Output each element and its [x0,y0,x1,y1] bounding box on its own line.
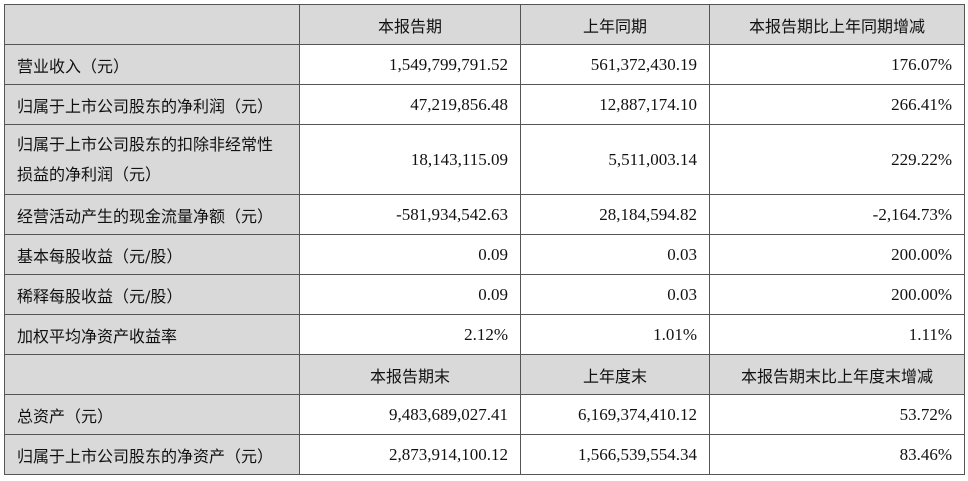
column-header: 本报告期末 [299,354,521,395]
row-label: 营业收入（元） [4,44,300,85]
table-row: 营业收入（元） 1,549,799,791.52 561,372,430.19 176… [4,44,965,85]
column-header: 上年度末 [520,354,710,395]
prior-value: 1.01% [520,314,710,355]
table-row: 总资产（元） 9,483,689,027.41 6,169,374,410.12 53… [4,394,965,435]
row-label: 总资产（元） [4,394,300,435]
column-header: 本报告期 [299,4,521,45]
row-label: 归属于上市公司股东的净利润（元） [4,84,300,125]
column-header: 本报告期末比上年度末增减 [709,354,965,395]
row-label: 加权平均净资产收益率 [4,314,300,355]
row-label: 基本每股收益（元/股） [4,234,300,275]
change-value: 53.72% [709,394,965,435]
prior-value: 12,887,174.10 [520,84,710,125]
change-value: 200.00% [709,234,965,275]
current-value: 2.12% [299,314,521,355]
change-value: 200.00% [709,274,965,315]
current-value: 18,143,115.09 [299,124,521,195]
change-value: -2,164.73% [709,194,965,235]
table-row: 归属于上市公司股东的净资产（元） 2,873,914,100.12 1,566,53… [4,434,965,475]
row-label: 归属于上市公司股东的净资产（元） [4,434,300,475]
financial-summary-table: 本报告期 上年同期 本报告期比上年同期增减 营业收入（元） 1,549,799,791.… [4,4,965,475]
row-label: 经营活动产生的现金流量净额（元） [4,194,300,235]
table-header-row: 本报告期 上年同期 本报告期比上年同期增减 [4,4,965,45]
current-value: 1,549,799,791.52 [299,44,521,85]
current-value: -581,934,542.63 [299,194,521,235]
current-value: 9,483,689,027.41 [299,394,521,435]
change-value: 229.22% [709,124,965,195]
prior-value: 0.03 [520,274,710,315]
row-label: 稀释每股收益（元/股） [4,274,300,315]
prior-value: 6,169,374,410.12 [520,394,710,435]
prior-value: 28,184,594.82 [520,194,710,235]
change-value: 176.07% [709,44,965,85]
current-value: 47,219,856.48 [299,84,521,125]
current-value: 0.09 [299,234,521,275]
column-header: 上年同期 [520,4,710,45]
table-row: 归属于上市公司股东的扣除非经常性损益的净利润（元） 18,143,115.09 5,… [4,124,965,195]
table-header-row: 本报告期末 上年度末 本报告期末比上年度末增减 [4,354,965,395]
table-row: 基本每股收益（元/股） 0.09 0.03 200.00% [4,234,965,275]
column-header: 本报告期比上年同期增减 [709,4,965,45]
row-label: 归属于上市公司股东的扣除非经常性损益的净利润（元） [4,124,300,195]
table-row: 经营活动产生的现金流量净额（元） -581,934,542.63 28,184,59… [4,194,965,235]
prior-value: 0.03 [520,234,710,275]
column-header [4,4,300,45]
table-row: 加权平均净资产收益率 2.12% 1.01% 1.11% [4,314,965,355]
table-row: 归属于上市公司股东的净利润（元） 47,219,856.48 12,887,174.… [4,84,965,125]
prior-value: 5,511,003.14 [520,124,710,195]
prior-value: 561,372,430.19 [520,44,710,85]
change-value: 266.41% [709,84,965,125]
current-value: 2,873,914,100.12 [299,434,521,475]
table-row: 稀释每股收益（元/股） 0.09 0.03 200.00% [4,274,965,315]
prior-value: 1,566,539,554.34 [520,434,710,475]
change-value: 1.11% [709,314,965,355]
column-header [4,354,300,395]
current-value: 0.09 [299,274,521,315]
change-value: 83.46% [709,434,965,475]
